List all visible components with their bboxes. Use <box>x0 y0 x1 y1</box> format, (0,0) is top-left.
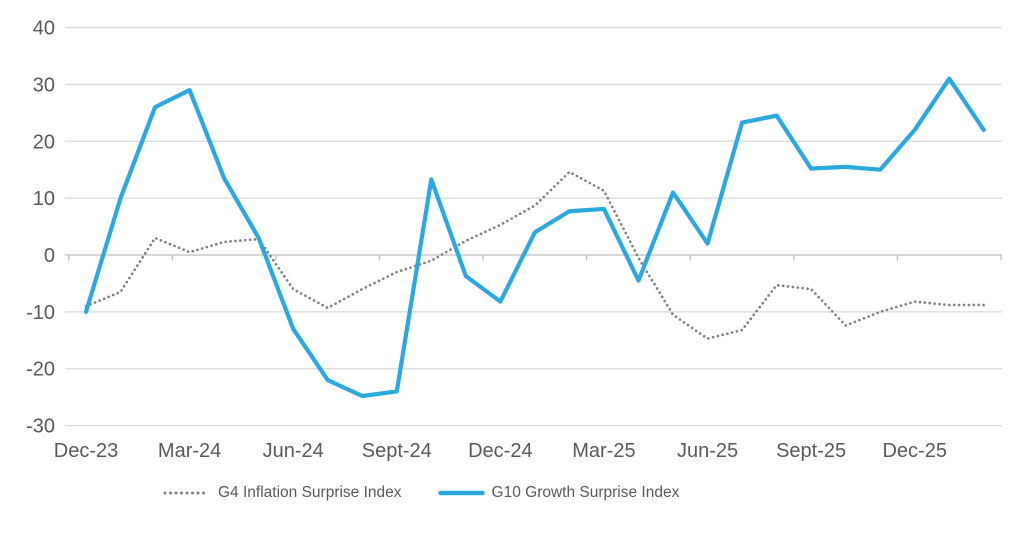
x-tick-label: Sept-25 <box>776 440 846 462</box>
x-tick-label: Mar-24 <box>158 440 221 462</box>
y-tick-label: -20 <box>26 359 55 381</box>
x-tick-label: Jun-25 <box>677 440 738 462</box>
legend-item-g10-growth: G10 Growth Surprise Index <box>437 484 680 502</box>
x-tick-label: Dec-23 <box>54 440 118 462</box>
solid-line-swatch-icon <box>437 490 485 496</box>
x-tick-label: Dec-24 <box>468 440 532 462</box>
y-tick-label: 0 <box>44 245 55 267</box>
chart-legend: G4 Inflation Surprise Index G10 Growth S… <box>163 480 679 506</box>
y-tick-label: 10 <box>33 188 55 210</box>
y-tick-label: -10 <box>26 302 55 324</box>
y-tick-label: 30 <box>33 74 55 96</box>
x-tick-label: Dec-25 <box>882 440 946 462</box>
y-tick-label: -30 <box>26 416 55 438</box>
legend-item-g4-inflation: G4 Inflation Surprise Index <box>163 484 402 502</box>
series-line-g10-growth-surprise-index <box>83 76 986 399</box>
legend-label-g4-inflation: G4 Inflation Surprise Index <box>218 484 402 501</box>
series-line-g4-inflation-surprise-index <box>84 170 986 340</box>
dotted-line-swatch-icon <box>163 491 211 495</box>
x-tick-label: Jun-24 <box>263 440 324 462</box>
legend-label-g10-growth: G10 Growth Surprise Index <box>491 484 680 501</box>
x-tick-label: Mar-25 <box>572 440 635 462</box>
y-tick-label: 40 <box>33 18 55 40</box>
x-tick-label: Sept-24 <box>362 440 432 462</box>
y-tick-label: 20 <box>33 131 55 153</box>
